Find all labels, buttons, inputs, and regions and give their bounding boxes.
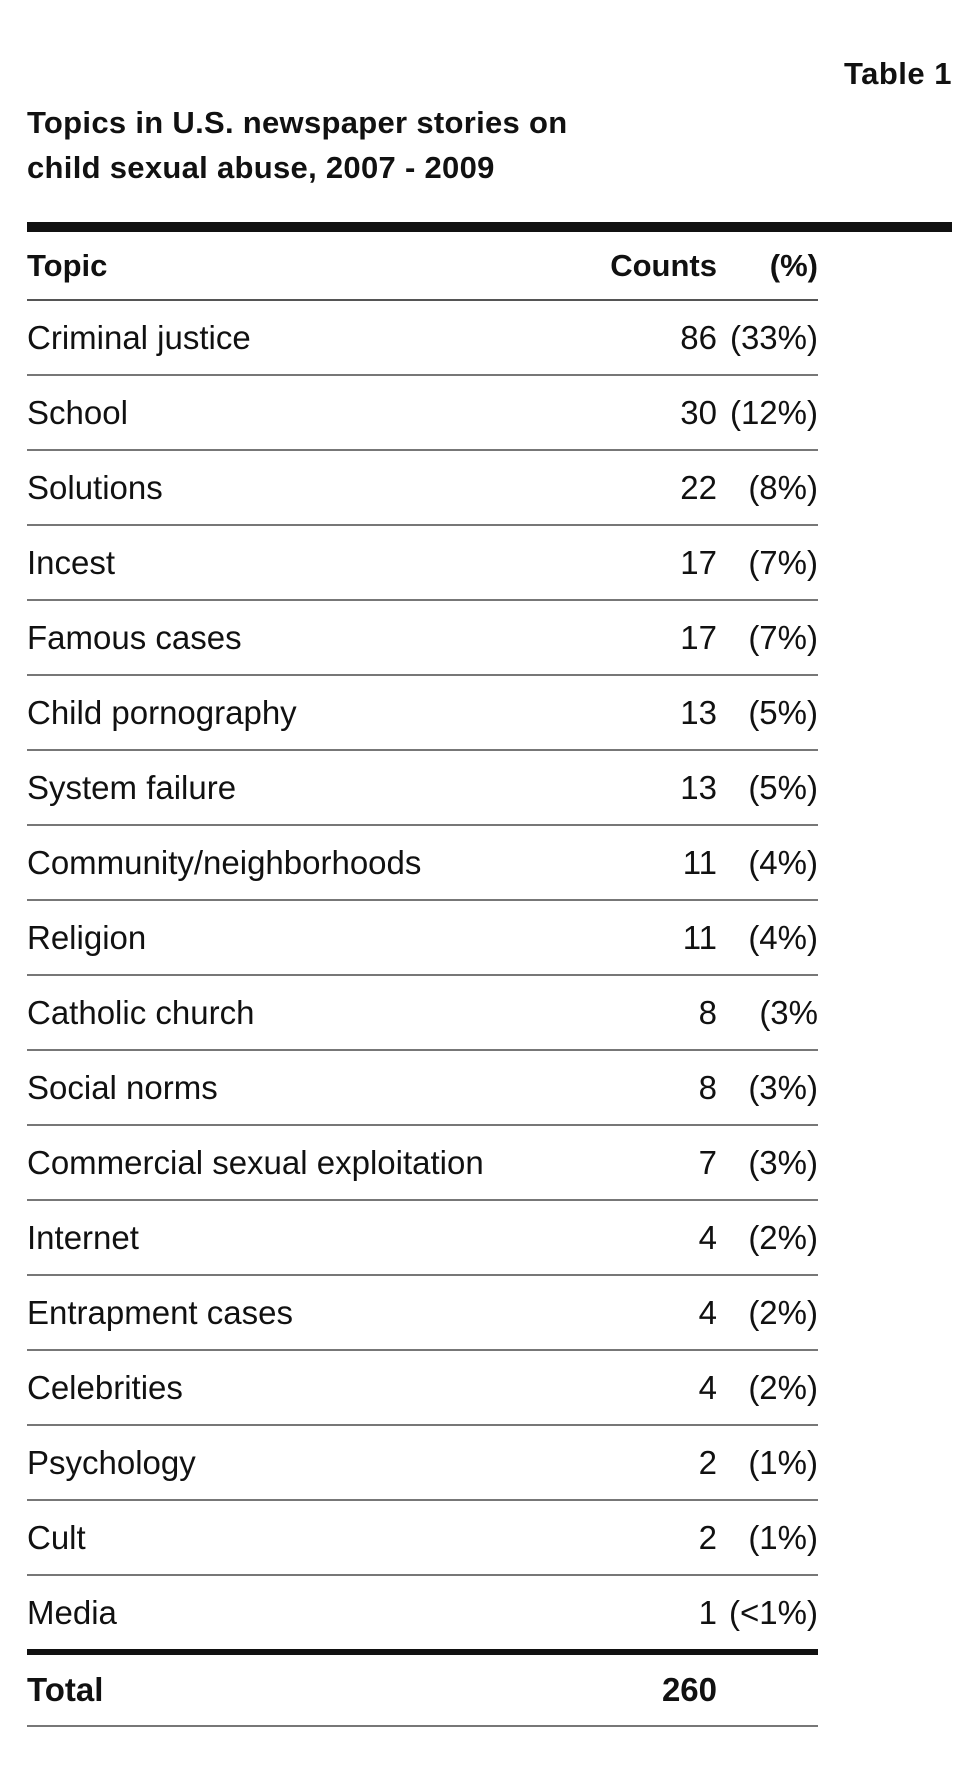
row-topic: Internet [27, 1200, 587, 1276]
row-percent: (3%) [717, 1125, 818, 1201]
table-row: Child pornography 13 (5%) [27, 675, 818, 751]
table-row: Internet 4 (2%) [27, 1200, 818, 1276]
row-percent: (3%) [717, 1050, 818, 1126]
row-percent: (2%) [717, 1200, 818, 1276]
row-topic: Celebrities [27, 1350, 587, 1426]
table-row: Famous cases 17 (7%) [27, 600, 818, 676]
total-count: 260 [587, 1652, 717, 1727]
table-row: System failure 13 (5%) [27, 750, 818, 826]
header-row: Topic Counts (%) [27, 232, 818, 301]
row-topic: Entrapment cases [27, 1275, 587, 1351]
column-header-percent: (%) [717, 232, 818, 301]
row-percent: (<1%) [717, 1575, 818, 1655]
row-count: 17 [587, 525, 717, 601]
total-percent-empty [717, 1652, 818, 1727]
total-label: Total [27, 1652, 587, 1727]
table-row: Cult 2 (1%) [27, 1500, 818, 1576]
row-count: 30 [587, 375, 717, 451]
row-topic: School [27, 375, 587, 451]
table-title-line-2: child sexual abuse, 2007 - 2009 [27, 150, 495, 185]
table-row: School 30 (12%) [27, 375, 818, 451]
row-topic: Community/neighborhoods [27, 825, 587, 901]
row-topic: Solutions [27, 450, 587, 526]
row-count: 2 [587, 1500, 717, 1576]
column-header-counts: Counts [587, 232, 717, 301]
row-count: 13 [587, 675, 717, 751]
table-row: Commercial sexual exploitation 7 (3%) [27, 1125, 818, 1201]
row-count: 1 [587, 1575, 717, 1655]
row-count: 4 [587, 1275, 717, 1351]
row-percent: (3% [717, 975, 818, 1051]
row-percent: (2%) [717, 1275, 818, 1351]
row-count: 86 [587, 300, 717, 376]
column-header-topic: Topic [27, 232, 587, 301]
table-title: Topics in U.S. newspaper stories on chil… [27, 100, 667, 190]
row-count: 4 [587, 1350, 717, 1426]
row-topic: Child pornography [27, 675, 587, 751]
row-count: 11 [587, 900, 717, 976]
row-percent: (1%) [717, 1500, 818, 1576]
table-row: Media 1 (<1%) [27, 1575, 818, 1655]
row-count: 17 [587, 600, 717, 676]
row-count: 7 [587, 1125, 717, 1201]
row-count: 4 [587, 1200, 717, 1276]
top-rule [27, 222, 952, 232]
row-topic: Famous cases [27, 600, 587, 676]
row-topic: System failure [27, 750, 587, 826]
row-count: 13 [587, 750, 717, 826]
row-topic: Commercial sexual exploitation [27, 1125, 587, 1201]
row-count: 8 [587, 975, 717, 1051]
row-percent: (2%) [717, 1350, 818, 1426]
table-row: Community/neighborhoods 11 (4%) [27, 825, 818, 901]
row-count: 11 [587, 825, 717, 901]
row-percent: (7%) [717, 600, 818, 676]
table-row: Religion 11 (4%) [27, 900, 818, 976]
row-topic: Cult [27, 1500, 587, 1576]
row-topic: Social norms [27, 1050, 587, 1126]
row-percent: (4%) [717, 900, 818, 976]
row-topic: Media [27, 1575, 587, 1655]
table-row: Psychology 2 (1%) [27, 1425, 818, 1501]
topics-table: Topic Counts (%) Criminal justice 86 (33%)… [27, 232, 818, 1727]
row-topic: Incest [27, 525, 587, 601]
row-topic: Psychology [27, 1425, 587, 1501]
row-topic: Catholic church [27, 975, 587, 1051]
table-row: Catholic church 8 (3% [27, 975, 818, 1051]
row-percent: (33%) [717, 300, 818, 376]
row-percent: (4%) [717, 825, 818, 901]
row-topic: Criminal justice [27, 300, 587, 376]
row-topic: Religion [27, 900, 587, 976]
table-row: Celebrities 4 (2%) [27, 1350, 818, 1426]
row-count: 2 [587, 1425, 717, 1501]
row-percent: (12%) [717, 375, 818, 451]
row-percent: (5%) [717, 675, 818, 751]
row-count: 8 [587, 1050, 717, 1126]
row-percent: (1%) [717, 1425, 818, 1501]
row-count: 22 [587, 450, 717, 526]
row-percent: (8%) [717, 450, 818, 526]
table-row: Entrapment cases 4 (2%) [27, 1275, 818, 1351]
table-row: Criminal justice 86 (33%) [27, 300, 818, 376]
row-percent: (7%) [717, 525, 818, 601]
table-title-line-1: Topics in U.S. newspaper stories on [27, 105, 568, 140]
table-row: Incest 17 (7%) [27, 525, 818, 601]
total-row: Total 260 [27, 1652, 818, 1727]
table-body: Criminal justice 86 (33%) School 30 (12%) Solu… [27, 300, 818, 1655]
table-number-label: Table 1 [843, 56, 952, 91]
table-row: Solutions 22 (8%) [27, 450, 818, 526]
row-percent: (5%) [717, 750, 818, 826]
table-row: Social norms 8 (3%) [27, 1050, 818, 1126]
